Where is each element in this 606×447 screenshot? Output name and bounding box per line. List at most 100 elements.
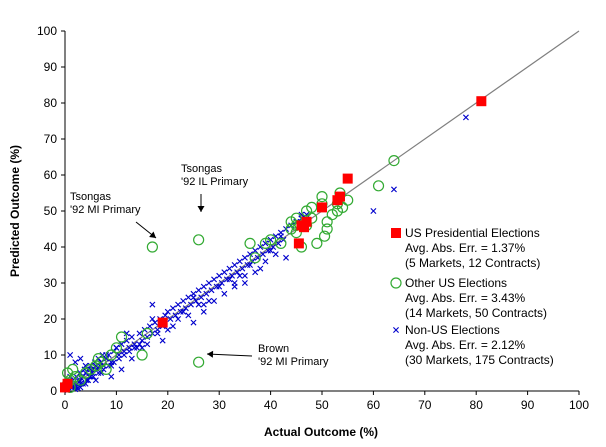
data-point-x [205, 280, 212, 286]
data-point-x [164, 326, 171, 333]
data-point-square [299, 222, 310, 233]
data-point-x [92, 377, 99, 384]
data-point-x [180, 298, 187, 304]
data-point-x [259, 251, 266, 258]
data-point-x [185, 312, 192, 319]
legend-label: (5 Markets, 12 Contracts) [405, 256, 540, 270]
data-point-x [267, 247, 274, 254]
data-point-circle [249, 252, 261, 264]
data-point-x [175, 301, 182, 308]
data-point-x [247, 262, 254, 268]
data-point-x [77, 355, 84, 362]
data-point-x [216, 283, 223, 290]
annotation-label: Brown [258, 343, 289, 355]
data-point-circle [275, 237, 287, 249]
data-point-x [167, 316, 174, 322]
data-point-x [370, 208, 377, 214]
data-point-x [200, 283, 207, 290]
data-point-x [133, 344, 140, 351]
data-point-x [262, 258, 269, 265]
data-point-x [252, 247, 259, 254]
data-point-x [229, 272, 236, 279]
data-point-x [241, 280, 248, 286]
data-point-x [169, 305, 176, 312]
data-point-x [241, 254, 248, 261]
data-point-x [118, 366, 125, 373]
x-tick-label: 80 [470, 398, 484, 412]
y-axis-title: Predicted Outcome (%) [8, 145, 22, 277]
data-point-x [175, 316, 182, 322]
data-point-x [136, 341, 143, 348]
data-point-x [241, 272, 248, 279]
x-tick-label: 60 [367, 398, 381, 412]
data-point-circle [100, 363, 112, 375]
data-marks [60, 96, 487, 393]
data-point-x [226, 265, 233, 272]
data-point-x [115, 355, 122, 362]
data-point-x [195, 301, 202, 308]
data-point-square [317, 202, 327, 213]
data-point-x [390, 186, 397, 193]
data-point-x [208, 287, 215, 294]
data-point-x [180, 308, 187, 315]
data-point-x [121, 352, 128, 358]
data-point-x [303, 211, 310, 218]
data-point-x [234, 269, 241, 276]
x-tick-label: 40 [264, 398, 278, 412]
data-point-x [221, 290, 228, 297]
annotation-arrowhead [149, 231, 156, 238]
y-tick-label: 90 [44, 60, 58, 74]
data-point-x [154, 330, 161, 337]
y-tick-label: 20 [44, 312, 58, 326]
data-point-x [169, 323, 176, 330]
annotation-arrow [206, 353, 253, 357]
data-point-circle [193, 356, 205, 368]
data-point-x [149, 316, 156, 322]
data-point-x [272, 251, 279, 258]
data-point-square [334, 191, 345, 202]
data-point-x [244, 262, 251, 268]
data-point-x [203, 290, 210, 297]
data-point-circle [92, 353, 105, 365]
y-tick-label: 10 [44, 348, 58, 362]
data-point-circle [372, 180, 385, 192]
data-point-square [157, 317, 168, 328]
data-point-x [177, 308, 184, 315]
annotation-label: Tsongas [181, 163, 222, 175]
data-point-circle [318, 230, 331, 242]
data-point-circle [110, 342, 123, 354]
y-tick-label: 30 [44, 276, 58, 290]
x-axis-title: Actual Outcome (%) [264, 425, 378, 439]
legend-label: US Presidential Elections [405, 226, 540, 240]
legend-label: Non-US Elections [405, 323, 500, 337]
data-point-x [128, 334, 135, 340]
annotation-label: '92 MI Primary [258, 356, 329, 368]
data-point-x [226, 276, 233, 283]
data-point-circle [306, 201, 318, 213]
data-point-x [185, 294, 192, 301]
annotation-label: Tsongas [70, 191, 111, 203]
annotation-label: '92 IL Primary [181, 176, 249, 188]
x-tick-label: 30 [213, 398, 227, 412]
data-point-x [236, 258, 243, 265]
data-point-x [190, 294, 197, 301]
data-point-x [128, 355, 135, 362]
data-point-x [190, 319, 197, 326]
x-tick-label: 90 [521, 398, 535, 412]
data-point-x [257, 265, 264, 272]
data-point-x [144, 334, 151, 340]
data-point-x [211, 276, 218, 283]
axes: 0 10 20 30 40 50 60 70 80 90 100 0 10 20 30 40 50 60 70 80 9… [37, 24, 589, 412]
data-point-x [218, 280, 225, 286]
data-point-x [144, 341, 151, 348]
y-tick-label: 60 [44, 168, 58, 182]
data-point-circle [311, 237, 323, 249]
x-tick-label: 10 [110, 398, 124, 412]
legend-symbol-circle [390, 277, 402, 289]
data-point-circle [244, 237, 256, 249]
legend-label: Avg. Abs. Err. = 1.37% [405, 241, 526, 255]
data-point-square [293, 238, 304, 249]
data-point-square [476, 96, 487, 107]
